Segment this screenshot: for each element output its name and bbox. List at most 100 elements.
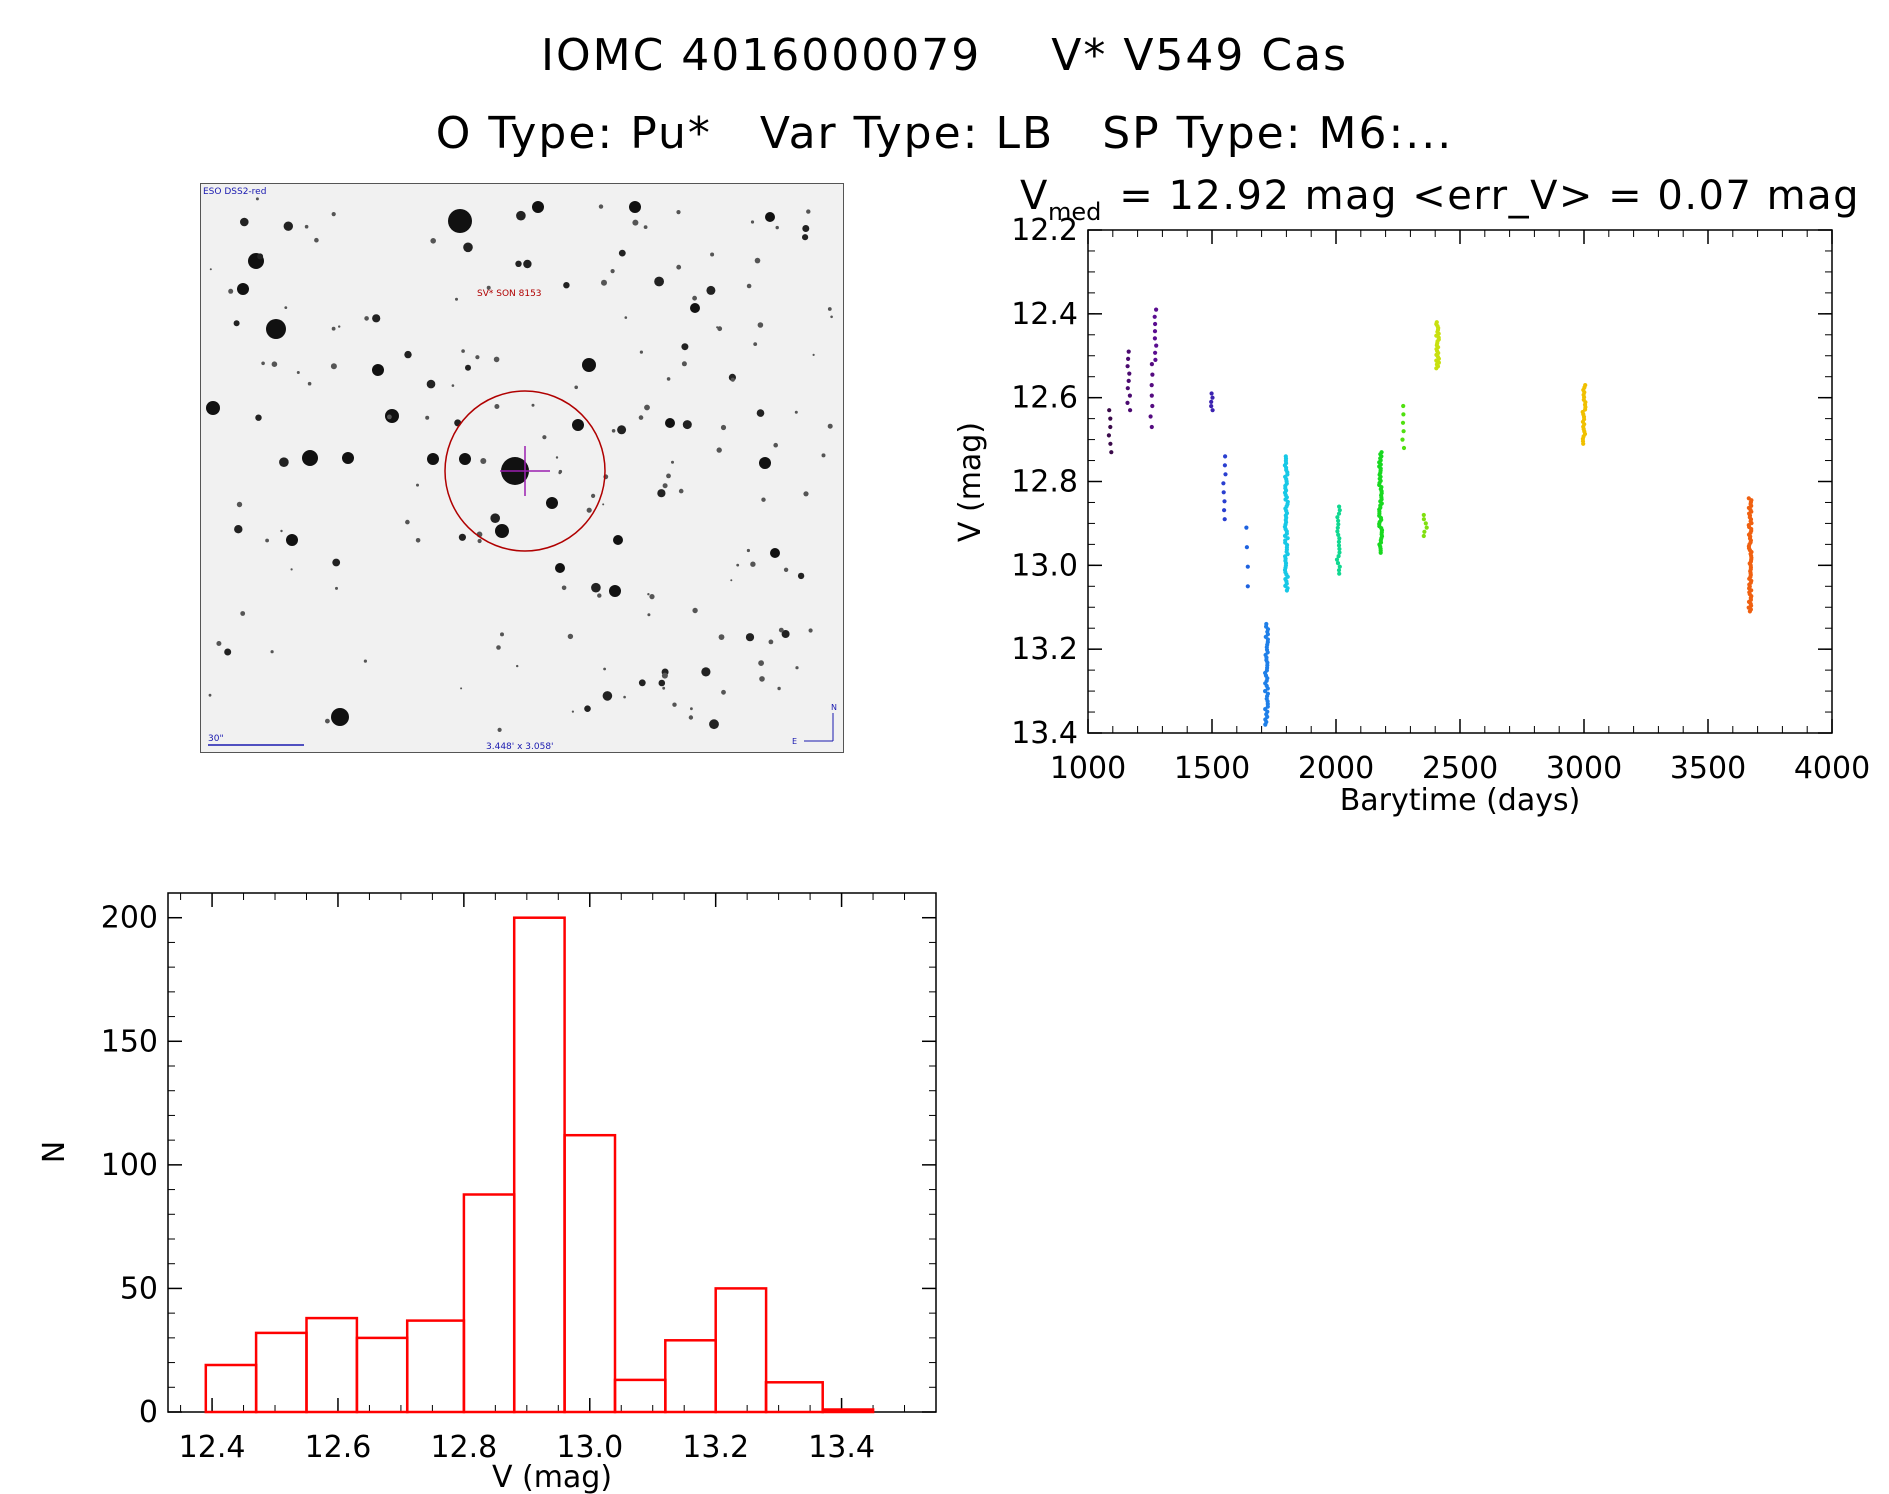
light-curve-point (1284, 504, 1289, 509)
star (331, 326, 336, 331)
object-id: IOMC 4016000079 (541, 30, 982, 81)
light-curve-point (1436, 345, 1441, 350)
star (574, 385, 578, 390)
light-curve-point (1378, 452, 1383, 457)
star (266, 319, 286, 339)
light-curve-point (1377, 542, 1382, 547)
light-curve-point (1748, 519, 1753, 524)
star (678, 488, 684, 494)
light-curve-point (1435, 339, 1440, 344)
star (265, 538, 269, 543)
star (662, 686, 666, 690)
star (546, 497, 558, 509)
star (387, 414, 392, 420)
light-curve-point (1748, 567, 1753, 572)
star (644, 404, 650, 411)
light-curve-point (1377, 511, 1382, 516)
light-curve-point (1282, 567, 1288, 573)
star (330, 363, 337, 370)
light-curve-point (1221, 490, 1226, 495)
star (497, 727, 502, 733)
light-curve-point (1265, 665, 1270, 671)
star (681, 361, 687, 367)
star (209, 268, 212, 271)
light-curve-point (1283, 474, 1288, 479)
star (584, 705, 591, 712)
y-tick-label: 12.2 (1011, 213, 1078, 248)
light-curve-point (1378, 548, 1383, 553)
star (757, 322, 764, 328)
star (671, 460, 674, 464)
star (710, 252, 715, 257)
light-curve-point (1152, 314, 1157, 319)
light-curve-point (1221, 481, 1226, 486)
star (658, 679, 666, 687)
light-curve-point (1265, 640, 1270, 645)
light-curve-point (1748, 595, 1753, 601)
star (490, 513, 501, 523)
light-curve-point (1582, 385, 1587, 390)
star (688, 715, 694, 720)
survey-label: ESO DSS2-red (203, 187, 266, 197)
light-curve-point (1335, 515, 1340, 520)
star (730, 377, 735, 382)
histogram-bar (563, 1133, 617, 1414)
star (463, 242, 473, 253)
light-curve-point (1581, 414, 1587, 419)
light-curve-point (1284, 481, 1289, 486)
light-curve-point (1377, 513, 1382, 518)
star (240, 217, 249, 227)
light-curve-point (1748, 517, 1754, 522)
star (802, 234, 809, 241)
histogram-bars (204, 916, 875, 1414)
light-curve-point (1284, 581, 1289, 586)
star (516, 664, 519, 668)
light-curve-point (1749, 503, 1754, 508)
light-curve-point (1400, 437, 1405, 442)
star (609, 585, 621, 597)
light-curve-point (1263, 689, 1268, 694)
light-curve-point (1747, 524, 1752, 530)
light-curve-point (1108, 424, 1113, 430)
light-curve-point (1377, 482, 1382, 488)
light-curve-point (1282, 463, 1287, 468)
star (639, 350, 643, 354)
light-curve-point (1401, 445, 1407, 451)
light-curve-point (1245, 584, 1250, 589)
light-curve-point (1749, 521, 1754, 526)
star (597, 593, 602, 598)
light-curve-point (1746, 605, 1751, 610)
x-tick-label: 13.2 (682, 1430, 749, 1465)
light-curve-point (1421, 512, 1426, 518)
title-v: V (1020, 173, 1048, 219)
light-curve-point (1749, 557, 1754, 562)
light-curve-point (1283, 497, 1288, 502)
light-curve-point (1283, 458, 1288, 463)
star (783, 567, 789, 572)
star (602, 503, 605, 506)
light-curve-point (1580, 436, 1585, 441)
star (649, 594, 655, 600)
star (228, 288, 234, 294)
star (271, 361, 278, 367)
light-curve-point (1377, 480, 1382, 486)
light-curve-point (1379, 454, 1384, 459)
star (236, 501, 243, 508)
star (364, 316, 369, 321)
star (290, 568, 293, 571)
light-curve-point (1222, 517, 1227, 522)
star (460, 687, 463, 690)
light-curve-point (1127, 393, 1132, 398)
light-curve-point (1582, 402, 1588, 407)
star (208, 693, 212, 697)
star (279, 457, 289, 468)
y-tick-label: 50 (120, 1271, 158, 1306)
light-curve-point (1400, 420, 1406, 425)
star (385, 409, 399, 423)
light-curve-point (1283, 492, 1288, 498)
light-curve-point (1265, 704, 1270, 709)
star (582, 358, 596, 372)
star (718, 634, 725, 640)
light-curve-point (1337, 550, 1342, 555)
light-curve-point (1379, 495, 1384, 500)
